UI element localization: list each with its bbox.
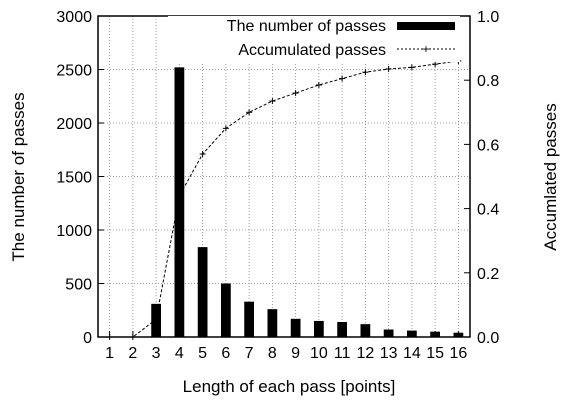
bar xyxy=(267,309,278,337)
bar xyxy=(337,322,348,337)
line-series xyxy=(106,57,462,340)
right-tick-label: 0.6 xyxy=(477,137,499,154)
right-tick-label: 0.4 xyxy=(477,202,499,219)
bar xyxy=(360,324,371,337)
left-tick-label: 2000 xyxy=(56,116,92,133)
x-tick-label: 7 xyxy=(245,345,254,362)
left-tick-label: 1500 xyxy=(56,170,92,187)
x-axis-title: Length of each pass [points] xyxy=(183,377,396,396)
x-axis-ticks: 1 2 3 4 5 6 7 8 9 10 11 12 13 14 15 16 xyxy=(105,331,467,362)
left-axis-ticks: 0 500 1000 1500 2000 2500 3000 xyxy=(56,9,104,347)
line-point xyxy=(315,82,322,89)
x-tick-label: 8 xyxy=(268,345,277,362)
x-tick-label: 6 xyxy=(221,345,230,362)
line-point xyxy=(246,109,253,116)
legend: The number of passes Accumulated passes … xyxy=(168,16,460,62)
bar xyxy=(220,283,231,337)
line-point xyxy=(339,75,346,82)
bar xyxy=(174,67,185,338)
line-point xyxy=(269,98,276,105)
bar xyxy=(313,320,324,337)
x-tick-label: 12 xyxy=(356,345,374,362)
x-tick-label: 11 xyxy=(334,345,351,362)
line-point xyxy=(153,316,160,323)
left-tick-label: 2500 xyxy=(56,63,92,80)
line-point xyxy=(199,151,206,158)
line-point xyxy=(222,125,229,132)
x-tick-label: 5 xyxy=(198,345,207,362)
right-tick-label: 0.2 xyxy=(477,266,499,283)
x-tick-label: 10 xyxy=(310,345,328,362)
bar xyxy=(244,301,255,337)
x-tick-label: 4 xyxy=(175,345,184,362)
bar xyxy=(290,318,301,337)
line-point xyxy=(408,64,415,71)
line-point xyxy=(385,65,392,72)
bar xyxy=(197,247,208,337)
left-tick-label: 0 xyxy=(83,330,92,347)
right-axis-ticks: 0.0 0.2 0.4 0.6 0.8 1.0 xyxy=(464,9,499,347)
right-tick-label: 0.8 xyxy=(477,73,499,90)
x-tick-label: 3 xyxy=(152,345,161,362)
x-tick-label: 1 xyxy=(105,345,114,362)
x-tick-label: 9 xyxy=(291,345,300,362)
left-tick-label: 3000 xyxy=(56,9,92,26)
line-point xyxy=(362,69,369,76)
accumulated-line xyxy=(109,60,459,338)
x-tick-label: 16 xyxy=(449,345,467,362)
x-tick-label: 2 xyxy=(128,345,137,362)
legend-swatch-bars xyxy=(397,22,455,30)
x-tick-label: 14 xyxy=(403,345,421,362)
x-tick-label: 13 xyxy=(380,345,398,362)
left-axis-title: The number of passes xyxy=(9,92,28,261)
right-axis-title: Accumlated passes xyxy=(541,103,560,250)
gridlines xyxy=(98,16,470,337)
legend-label-line: Accumulated passes xyxy=(238,42,386,59)
x-tick-label: 15 xyxy=(426,345,444,362)
bar-series xyxy=(151,67,464,338)
legend-swatch-line-marker: + xyxy=(422,42,429,56)
right-tick-label: 0.0 xyxy=(477,330,499,347)
line-point xyxy=(432,61,439,68)
legend-label-bars: The number of passes xyxy=(227,18,386,35)
left-tick-label: 500 xyxy=(65,277,92,294)
left-tick-label: 1000 xyxy=(56,223,92,240)
right-tick-label: 1.0 xyxy=(477,9,499,26)
line-point xyxy=(176,192,183,199)
line-point xyxy=(292,90,299,97)
